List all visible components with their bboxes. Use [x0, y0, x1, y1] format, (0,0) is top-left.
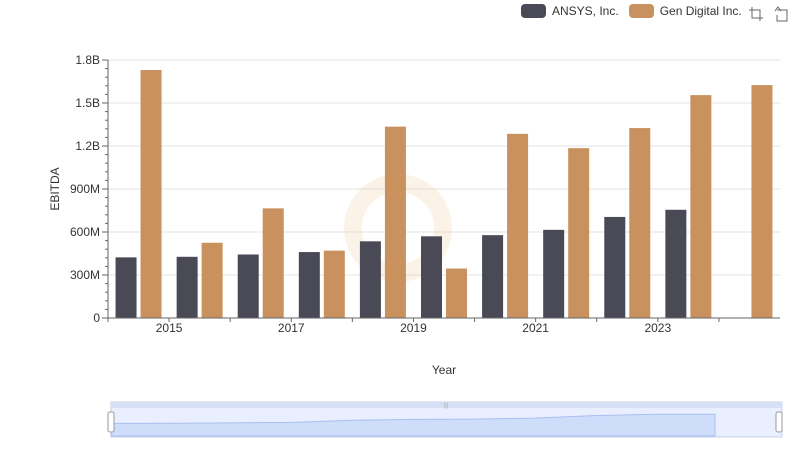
bar-gen-digital-2024 [751, 85, 773, 318]
bar-gen-digital-2016 [262, 208, 284, 318]
slider-handle-right [775, 411, 783, 433]
legend-item-ansys[interactable]: ANSYS, Inc. [521, 4, 619, 18]
y-tick-label: 1.5B [75, 96, 100, 110]
y-tick-label: 0 [93, 311, 100, 325]
x-axis-title: Year [432, 363, 456, 377]
slider-top-bar [111, 402, 782, 408]
legend-label-ansys: ANSYS, Inc. [552, 4, 619, 18]
y-tick-label: 300M [70, 268, 100, 282]
bar-gen-digital-2017 [323, 250, 345, 318]
y-tick-label: 1.8B [75, 53, 100, 67]
legend-label-gen-digital: Gen Digital Inc. [659, 4, 742, 18]
bar-gen-digital-2020 [507, 133, 529, 318]
slider-handle-left [107, 411, 115, 433]
slider-grip-icon: ||| [444, 403, 449, 409]
axes: 0 300M 600M 900M 1.2B 1.5B 1.8B 2015 2017 2019 202… [70, 53, 780, 335]
y-axis-title: EBITDA [48, 167, 62, 210]
restore-icon[interactable] [774, 6, 790, 22]
bar-ansys-2016 [237, 254, 259, 318]
legend-swatch-ansys [521, 4, 546, 18]
bar-ansys-2022 [604, 216, 626, 318]
bar-ansys-2015 [176, 256, 198, 318]
bar-ansys-2023 [665, 209, 687, 318]
y-tick-label: 900M [70, 182, 100, 196]
slider-preview-area [110, 413, 716, 437]
bar-gen-digital-2014 [140, 70, 162, 319]
bar-ansys-2019 [421, 236, 442, 318]
bar-ansys-2021 [543, 229, 565, 318]
data-zoom-slider[interactable]: ||| [107, 401, 783, 438]
bar-ansys-2017 [298, 252, 320, 318]
x-tick-label: 2015 [156, 321, 183, 335]
y-tick-label: 600M [70, 225, 100, 239]
bar-ansys-2020 [482, 235, 504, 318]
bar-gen-digital-2018 [384, 126, 406, 319]
bar-gen-digital-2022 [629, 128, 651, 318]
x-tick-label: 2021 [522, 321, 549, 335]
bar-gen-digital-2019 [446, 268, 467, 318]
bar-ansys-2014 [115, 257, 137, 318]
x-tick-label: 2017 [278, 321, 305, 335]
x-tick-label: 2023 [644, 321, 671, 335]
legend: ANSYS, Inc. Gen Digital Inc. [521, 4, 742, 18]
legend-swatch-gen-digital [628, 4, 654, 18]
x-tick-label: 2019 [400, 321, 427, 335]
y-tick-label: 1.2B [75, 139, 100, 153]
bar-ansys-2018 [359, 241, 381, 318]
zoom-icon[interactable] [748, 6, 764, 22]
bar-gen-digital-2021 [568, 148, 590, 318]
legend-item-gen-digital[interactable]: Gen Digital Inc. [628, 4, 742, 18]
bar-gen-digital-2023 [690, 95, 712, 318]
bar-gen-digital-2015 [201, 242, 223, 318]
bars [115, 70, 773, 319]
